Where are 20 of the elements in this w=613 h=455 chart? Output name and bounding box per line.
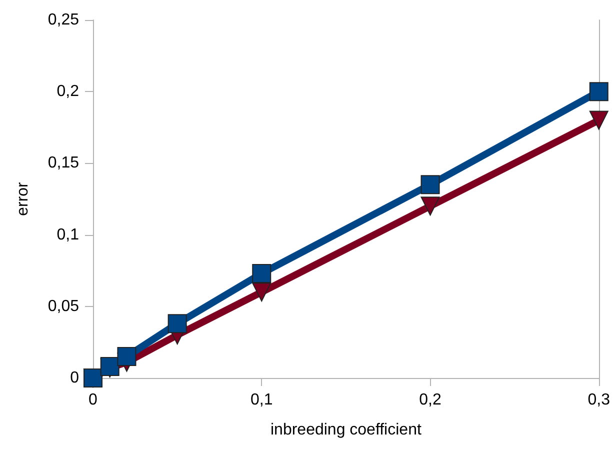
point (589, 110, 608, 130)
point (252, 264, 272, 283)
y-axis-title: error (14, 181, 32, 216)
x-axis-title: inbreeding coefficient (270, 422, 422, 438)
x-tick-label: 0,2 (419, 392, 442, 408)
x-tick-label: 0,3 (588, 392, 610, 408)
y-tick-label: 0,2 (56, 83, 80, 100)
y-tick-label: 0,1 (56, 226, 80, 244)
y-tick-label: 0,05 (48, 298, 80, 315)
point (168, 314, 187, 334)
x-tick-label: 0 (88, 392, 98, 408)
point (420, 175, 440, 194)
point (252, 282, 272, 302)
x-tick-label: 0,1 (250, 392, 273, 408)
point (589, 82, 608, 102)
y-tick-label: 0,25 (48, 12, 80, 28)
point (420, 196, 440, 216)
y-tick-label: 0 (70, 370, 80, 386)
y-tick-label: 0,15 (48, 154, 80, 172)
point (117, 347, 136, 366)
